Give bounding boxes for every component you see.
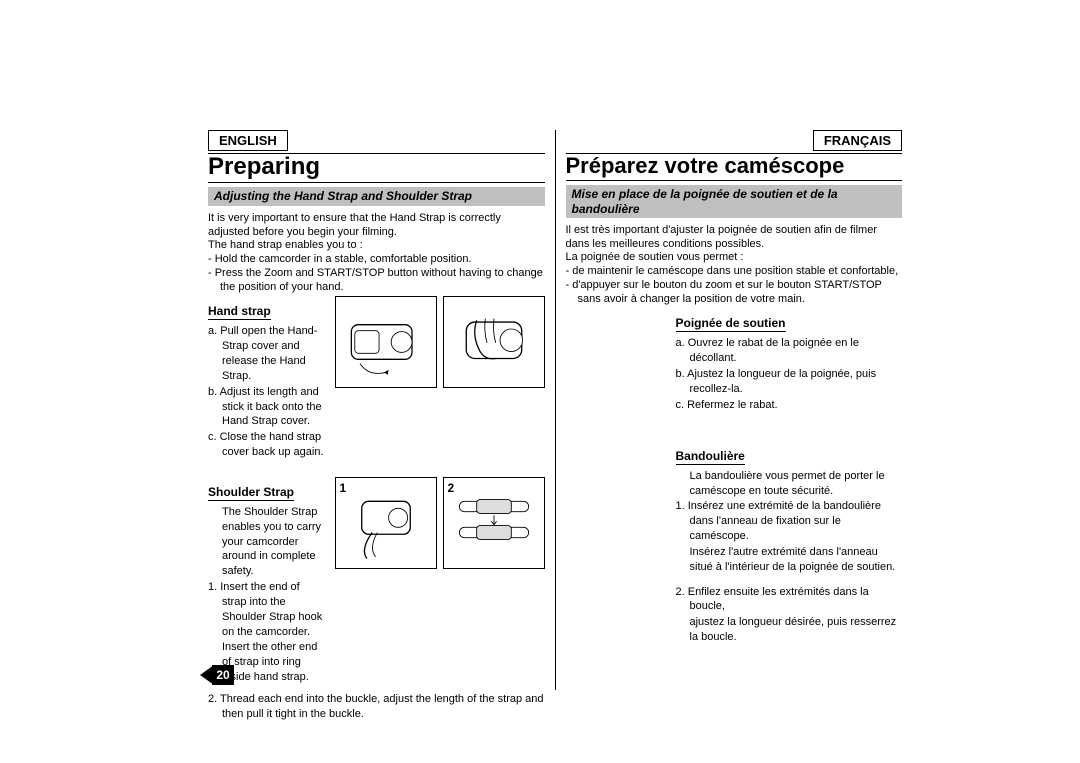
manual-page: ENGLISH Preparing Adjusting the Hand Str… xyxy=(0,0,1080,763)
page-number: 20 xyxy=(212,665,234,685)
step: a. Ouvrez le rabat de la poignée en le d… xyxy=(690,336,903,366)
title-rule: Preparing xyxy=(208,153,545,183)
page-number-badge: 20 xyxy=(200,665,234,685)
intro-line: The Shoulder Strap enables you to carry … xyxy=(222,505,327,579)
right-column: FRANÇAIS Préparez votre caméscope Mise e… xyxy=(558,130,911,690)
step: c. Refermez le rabat. xyxy=(690,398,903,413)
hand-strap-figures xyxy=(335,296,545,461)
intro-bullet: - d'appuyer sur le bouton du zoom et sur… xyxy=(566,279,903,307)
figure-shoulder-2: 2 xyxy=(443,477,545,569)
left-column: ENGLISH Preparing Adjusting the Hand Str… xyxy=(200,130,553,690)
two-column-layout: ENGLISH Preparing Adjusting the Hand Str… xyxy=(200,130,910,690)
step: 1. Insérez une extrémité de la bandouliè… xyxy=(690,499,903,544)
intro-line: It is very important to ensure that the … xyxy=(208,212,545,240)
language-badge-english: ENGLISH xyxy=(208,130,288,151)
step: b. Adjust its length and stick it back o… xyxy=(222,385,327,430)
step: 1. Insert the end of strap into the Shou… xyxy=(222,580,327,639)
shoulder-strap-heading: Shoulder Strap xyxy=(208,485,294,501)
figure-handstrap-a xyxy=(335,296,437,388)
step-cont: Insérez l'autre extrémité dans l'anneau … xyxy=(690,545,903,575)
subsection-heading-left: Adjusting the Hand Strap and Shoulder St… xyxy=(208,187,545,205)
shoulder-step-2: 2. Thread each end into the buckle, adju… xyxy=(208,692,545,722)
hand-strap-heading: Hand strap xyxy=(208,304,271,320)
step: a. Pull open the Hand-Strap cover and re… xyxy=(222,324,327,383)
bandouliere-section: Bandoulière La bandoulière vous permet d… xyxy=(566,439,903,645)
intro-text-right: Il est très important d'ajuster la poign… xyxy=(566,224,903,307)
shoulder-strap-figures: 1 2 xyxy=(335,477,545,686)
column-divider xyxy=(555,130,556,690)
figure-number: 2 xyxy=(448,481,455,495)
poignee-heading: Poignée de soutien xyxy=(676,316,786,332)
step-cont: Insert the other end of strap into ring … xyxy=(222,640,327,685)
intro-bullet: - Hold the camcorder in a stable, comfor… xyxy=(208,253,545,267)
intro-bullet: - Press the Zoom and START/STOP button w… xyxy=(208,267,545,295)
intro-line: La poignée de soutien vous permet : xyxy=(566,251,903,265)
shoulder-strap-section: Shoulder Strap The Shoulder Strap enable… xyxy=(208,475,545,686)
step: c. Close the hand strap cover back up ag… xyxy=(222,430,327,460)
figure-handstrap-b xyxy=(443,296,545,388)
section-title-left: Preparing xyxy=(208,154,545,180)
section-title-right: Préparez votre caméscope xyxy=(566,154,903,178)
subsection-heading-right: Mise en place de la poignée de soutien e… xyxy=(566,185,903,218)
step: 2. Thread each end into the buckle, adju… xyxy=(222,692,545,722)
intro-line: La bandoulière vous permet de porter le … xyxy=(690,469,903,499)
intro-bullet: - de maintenir le caméscope dans une pos… xyxy=(566,265,903,279)
step-cont: ajustez la longueur désirée, puis resser… xyxy=(690,615,903,645)
language-badge-francais: FRANÇAIS xyxy=(813,130,902,151)
step: b. Ajustez la longueur de la poignée, pu… xyxy=(690,367,903,397)
title-rule: Préparez votre caméscope xyxy=(566,153,903,181)
poignee-section: Poignée de soutien a. Ouvrez le rabat de… xyxy=(566,306,903,412)
intro-text-left: It is very important to ensure that the … xyxy=(208,212,545,295)
intro-line: Il est très important d'ajuster la poign… xyxy=(566,224,903,252)
figure-number: 1 xyxy=(340,481,347,495)
step: 2. Enfilez ensuite les extrémités dans l… xyxy=(690,585,903,615)
hand-strap-section: Hand strap a. Pull open the Hand-Strap c… xyxy=(208,294,545,461)
figure-shoulder-1: 1 xyxy=(335,477,437,569)
intro-line: The hand strap enables you to : xyxy=(208,239,545,253)
bandouliere-heading: Bandoulière xyxy=(676,449,745,465)
